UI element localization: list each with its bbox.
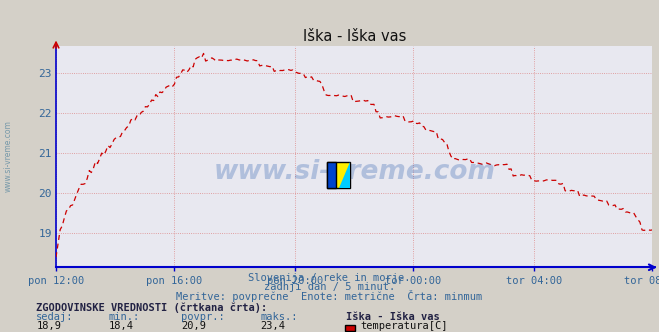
Text: temperatura[C]: temperatura[C] [360, 321, 448, 331]
Text: 18,9: 18,9 [36, 321, 61, 331]
Text: www.si-vreme.com: www.si-vreme.com [214, 159, 495, 185]
Text: min.:: min.: [109, 312, 140, 322]
Text: povpr.:: povpr.: [181, 312, 225, 322]
FancyBboxPatch shape [328, 162, 350, 188]
Title: Iška - Iška vas: Iška - Iška vas [302, 29, 406, 44]
Text: zadnji dan / 5 minut.: zadnji dan / 5 minut. [264, 283, 395, 292]
Text: Slovenija / reke in morje.: Slovenija / reke in morje. [248, 273, 411, 283]
Text: Meritve: povprečne  Enote: metrične  Črta: minmum: Meritve: povprečne Enote: metrične Črta:… [177, 290, 482, 302]
Text: www.si-vreme.com: www.si-vreme.com [3, 120, 13, 192]
Text: 20,9: 20,9 [181, 321, 206, 331]
Text: ZGODOVINSKE VREDNOSTI (črtkana črta):: ZGODOVINSKE VREDNOSTI (črtkana črta): [36, 302, 268, 313]
Text: sedaj:: sedaj: [36, 312, 74, 322]
Text: 18,4: 18,4 [109, 321, 134, 331]
FancyBboxPatch shape [328, 162, 336, 188]
Text: Iška - Iška vas: Iška - Iška vas [346, 312, 440, 322]
Polygon shape [339, 162, 350, 188]
Text: 23,4: 23,4 [260, 321, 285, 331]
Text: maks.:: maks.: [260, 312, 298, 322]
